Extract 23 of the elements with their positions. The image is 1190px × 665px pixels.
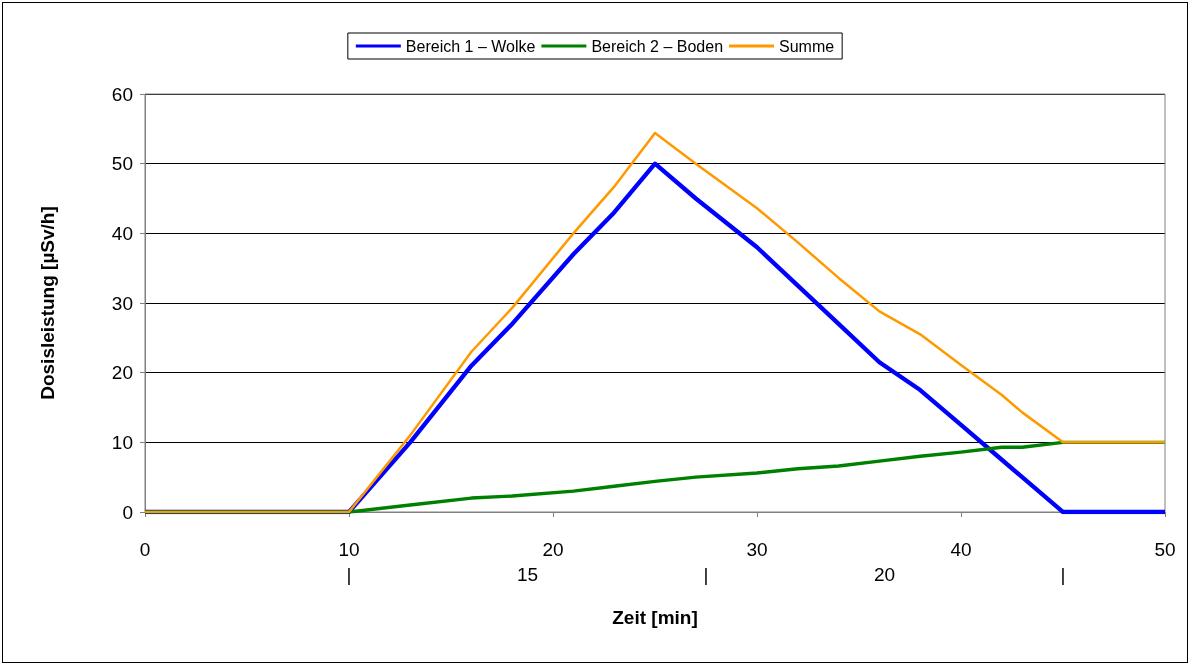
y-axis-title: Dosisleistung [µSv/h] [37, 206, 58, 400]
y-tick-label: 60 [111, 83, 133, 105]
x-tick-label: 30 [746, 539, 768, 560]
y-tick-label: 30 [111, 292, 133, 314]
y-tick-label: 50 [111, 153, 133, 175]
text: 20 [873, 563, 896, 585]
legend-label: Bereich 2 – Boden [591, 37, 724, 55]
text: | [346, 563, 352, 585]
x-axis-title: Zeit [min] [612, 607, 698, 628]
text: | [703, 563, 709, 585]
y-tick-label: 20 [111, 362, 133, 384]
legend-label: Summe [779, 37, 835, 55]
y-tick-label: 10 [111, 431, 133, 453]
text: | [1060, 563, 1066, 585]
x-tick-label: 10 [338, 539, 360, 560]
text: 15 [516, 563, 539, 585]
x-tick-label: 50 [1154, 539, 1176, 560]
x-tick-label: 0 [139, 539, 151, 560]
y-tick-label: 40 [111, 222, 133, 244]
x-tick-label: 40 [950, 539, 972, 560]
legend-label: Bereich 1 – Wolke [405, 37, 536, 55]
x-tick-label: 20 [542, 539, 564, 560]
y-tick-label: 0 [122, 501, 133, 523]
